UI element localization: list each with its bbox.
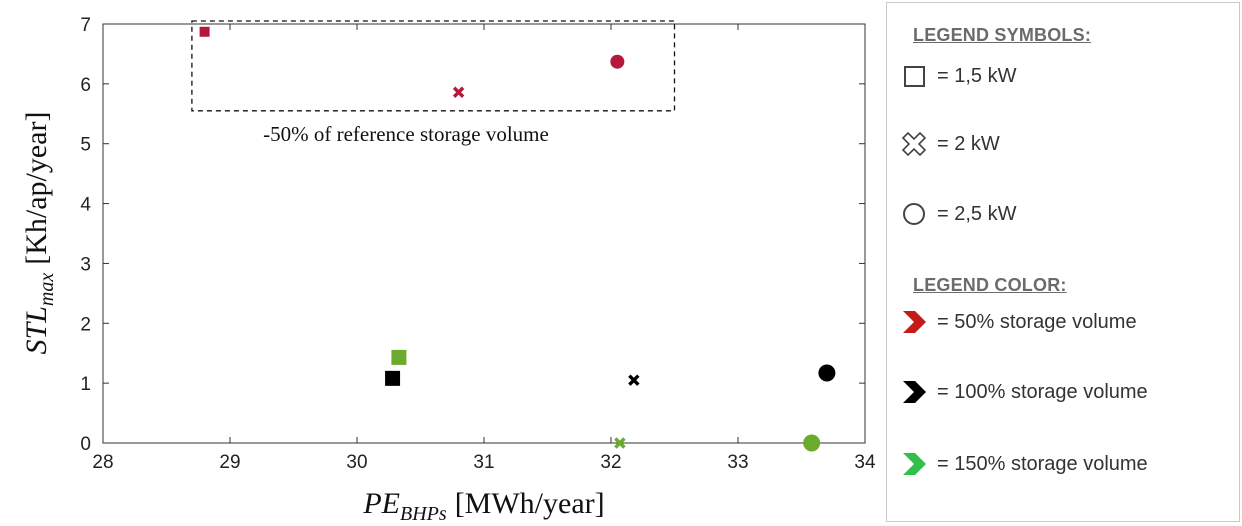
legend-symbol-row: = 1,5 kW <box>899 61 1016 91</box>
x-axis-label: PEBHPs [MWh/year] <box>362 487 604 525</box>
data-point-circle <box>610 54 625 69</box>
data-point-square <box>391 349 407 365</box>
y-axis-unit: [Kh/ap/year] <box>20 112 53 265</box>
legend-color-row: = 50% storage volume <box>899 307 1137 337</box>
data-point-square <box>385 370 401 386</box>
x-tick-label: 30 <box>346 452 367 473</box>
y-axis-label: STLmax [Kh/ap/year] <box>20 112 58 355</box>
x-axis-symbol: PE <box>362 487 400 520</box>
legend-color-label: = 150% storage volume <box>937 452 1148 475</box>
y-tick-label: 7 <box>80 15 91 36</box>
legend-color-label: = 50% storage volume <box>937 310 1137 333</box>
data-point-cross <box>452 86 465 98</box>
legend-symbol-label: = 1,5 kW <box>937 64 1017 87</box>
y-tick-label: 5 <box>80 135 91 156</box>
legend-color-row: = 100% storage volume <box>899 377 1148 407</box>
x-tick-label: 28 <box>92 452 113 473</box>
highlight-box <box>191 20 676 112</box>
data-point-cross <box>614 437 626 449</box>
x-tick-label: 29 <box>219 452 240 473</box>
data-points <box>199 26 836 452</box>
legend-symbol-row: = 2,5 kW <box>899 199 1016 229</box>
data-point-square <box>199 26 210 37</box>
data-point-cross <box>628 374 640 386</box>
y-axis-symbol: STL <box>20 306 53 354</box>
data-point-circle <box>818 364 836 382</box>
legend-symbols-title: LEGEND SYMBOLS: <box>913 25 1092 45</box>
circle-outline-icon <box>903 203 925 225</box>
cross-outline-icon <box>901 131 927 157</box>
y-tick-label: 2 <box>80 314 91 335</box>
x-axis-unit: [MWh/year] <box>455 487 605 520</box>
x-tick-label: 33 <box>727 452 748 473</box>
legend-symbol-label: = 2,5 kW <box>937 202 1017 225</box>
x-tick-label: 32 <box>600 452 621 473</box>
y-tick-label: 6 <box>80 75 91 96</box>
chevron-red-icon <box>903 311 926 333</box>
legend-color-title: LEGEND COLOR: <box>913 275 1067 295</box>
x-tick-label: 34 <box>854 452 876 473</box>
y-tick-label: 4 <box>80 195 91 216</box>
data-point-circle <box>803 434 821 452</box>
y-axis-subscript: max <box>36 273 58 306</box>
legend-color-row: = 150% storage volume <box>899 449 1148 479</box>
annotation-text: -50% of reference storage volume <box>263 122 549 146</box>
legend-color-label: = 100% storage volume <box>937 380 1148 403</box>
y-tick-label: 0 <box>80 434 91 455</box>
x-axis-subscript: BHPs <box>400 503 447 525</box>
x-tick-label: 31 <box>473 452 494 473</box>
chevron-black-icon <box>903 381 926 403</box>
square-outline-icon <box>904 66 925 87</box>
y-tick-label: 3 <box>80 254 91 275</box>
y-tick-label: 1 <box>80 374 91 395</box>
legend-symbol-label: = 2 kW <box>937 132 1000 155</box>
legend-panel: LEGEND SYMBOLS: = 1,5 kW = 2 kW = 2,5 kW… <box>886 2 1240 522</box>
plot-area <box>102 23 866 444</box>
chevron-green-icon <box>903 453 926 475</box>
legend-symbol-row: = 2 kW <box>899 129 1000 159</box>
